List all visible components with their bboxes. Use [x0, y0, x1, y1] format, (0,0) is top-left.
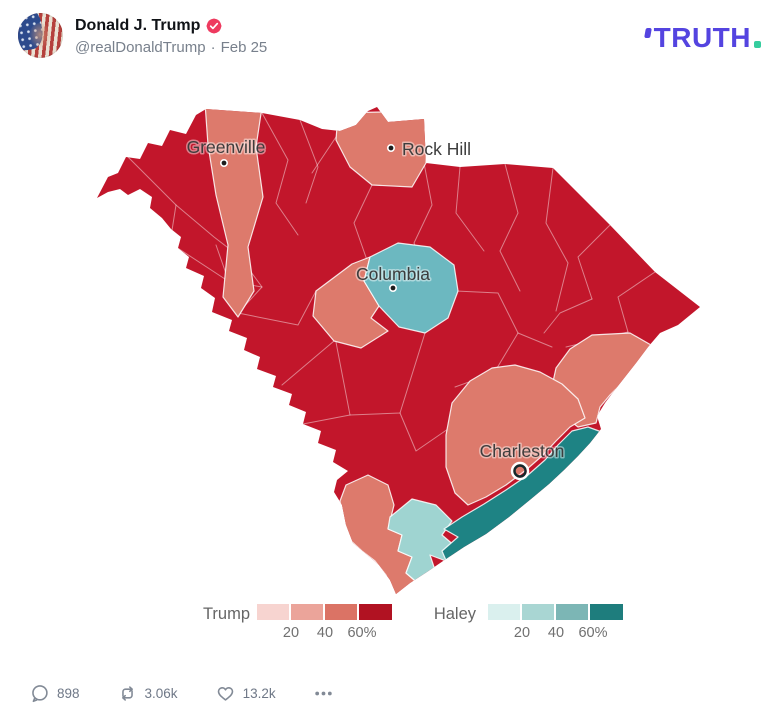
city-dot-rock-hill: [386, 143, 395, 152]
legend-trump-tick-60: 60%: [347, 625, 376, 641]
legend-trump-swatch-4: [359, 604, 392, 620]
post-date: Feb 25: [220, 39, 268, 56]
legend-trump-swatch-2: [291, 604, 323, 620]
retruth-button[interactable]: 3.06k: [118, 684, 178, 703]
city-label-columbia: Columbia: [356, 264, 430, 284]
county-region-berkeley-dorchester: [445, 364, 586, 506]
county-region-beaufort: [387, 498, 457, 586]
haley-mid-county: [363, 242, 459, 334]
retruth-icon: [121, 686, 133, 701]
haley-light-county: [387, 498, 457, 586]
legend-trump-swatch-3: [325, 604, 357, 620]
legend-haley-swatch-4: [590, 604, 623, 620]
post-media-map[interactable]: Greenville Rock Hill Columbia Charleston…: [0, 85, 777, 660]
trump-mid-counties: [204, 107, 659, 594]
city-label-charleston: Charleston: [480, 441, 565, 461]
city-markers: Greenville Rock Hill Columbia Charleston: [185, 136, 566, 481]
heart-icon: [217, 687, 233, 701]
legend-haley-swatch-2: [522, 604, 554, 620]
truth-logo[interactable]: TRUTH: [643, 22, 761, 53]
county-region-richland: [363, 242, 459, 334]
legend-trump-swatch-1: [257, 604, 289, 620]
legend-haley-tick-40: 40: [548, 625, 564, 641]
author-handle[interactable]: @realDonaldTrump: [75, 39, 206, 56]
retruth-count: 3.06k: [144, 686, 178, 701]
county-region-greenville: [204, 107, 264, 318]
legend-trump-label: Trump: [203, 605, 250, 623]
author-name[interactable]: Donald J. Trump: [75, 17, 201, 34]
verified-icon: [206, 18, 222, 34]
post-actions: 898 3.06k 13.2k: [30, 684, 371, 703]
post-header: Donald J. Trump @realDonaldTrump ·: [18, 13, 267, 58]
city-label-greenville: Greenville: [187, 137, 266, 157]
logo-dot-icon: [754, 41, 761, 48]
comment-icon: [32, 685, 48, 703]
logo-wordmark: TRUTH: [653, 22, 751, 53]
legend-haley-label: Haley: [434, 605, 477, 623]
map-legend: Trump 20 40 60% Haley 20 40 60%: [203, 604, 623, 641]
author-block: Donald J. Trump @realDonaldTrump ·: [75, 13, 267, 56]
city-dot-columbia: [388, 284, 397, 293]
like-count: 13.2k: [242, 686, 276, 701]
author-handle-row: @realDonaldTrump · Feb 25: [75, 39, 267, 56]
legend-trump-tick-20: 20: [283, 625, 299, 641]
reply-count: 898: [57, 686, 80, 701]
legend-haley-swatch-3: [556, 604, 588, 620]
county-region-lexington: [312, 256, 389, 349]
avatar[interactable]: [18, 13, 63, 58]
legend-trump-tick-40: 40: [317, 625, 333, 641]
separator-dot: ·: [210, 39, 216, 56]
legend-haley-tick-20: 20: [514, 625, 530, 641]
logo-tick-icon: [643, 28, 652, 38]
legend-haley-tick-60: 60%: [578, 625, 607, 641]
city-label-rock-hill: Rock Hill: [402, 139, 471, 159]
city-dot-greenville: [220, 159, 229, 168]
city-ring-halo-charleston: [510, 461, 530, 481]
city-ring-charleston: [513, 464, 527, 478]
like-button[interactable]: 13.2k: [216, 684, 276, 703]
ellipsis-icon: [314, 691, 332, 696]
reply-button[interactable]: 898: [30, 684, 80, 703]
sc-map-svg: Greenville Rock Hill Columbia Charleston…: [97, 107, 700, 641]
avatar-face: [29, 23, 51, 49]
more-button[interactable]: [314, 684, 333, 703]
legend-haley-swatch-1: [488, 604, 520, 620]
